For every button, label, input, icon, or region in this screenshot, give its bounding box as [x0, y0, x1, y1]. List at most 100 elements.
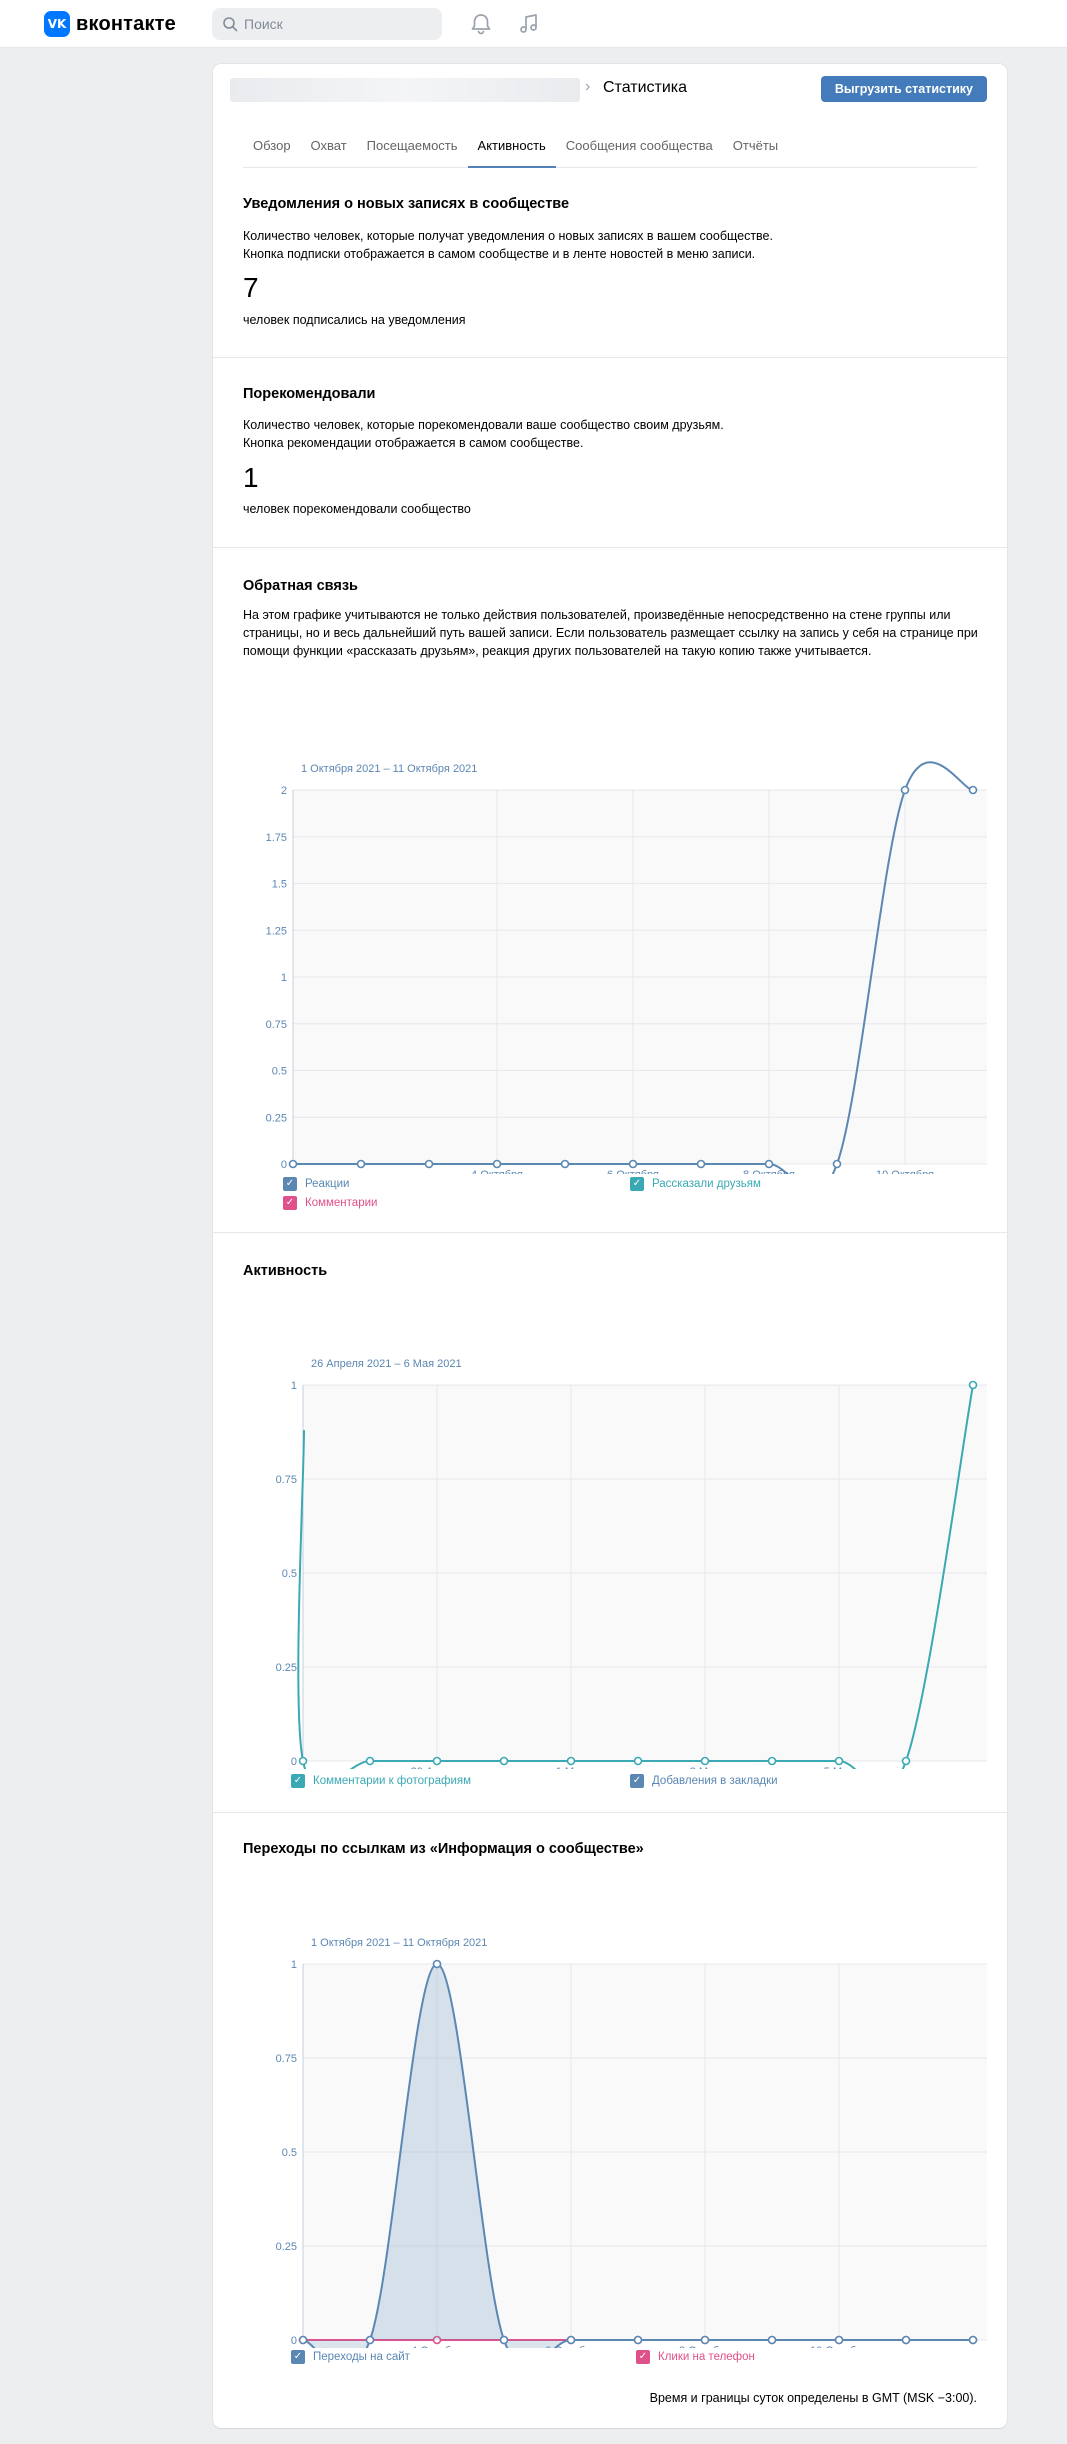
checkbox-checked-icon: ✓	[283, 1196, 297, 1210]
music-icon[interactable]	[516, 11, 542, 37]
activity-chart[interactable]: 26 Апреля 2021 – 6 Мая 2021 0 0.25 0.5 0.75 1…	[233, 1289, 988, 1829]
data-point	[499, 1756, 509, 1766]
legend-photo-comments[interactable]: ✓ Комментарии к фотографиям	[291, 1774, 471, 1788]
x-tick-label: 10 Октября	[876, 1169, 934, 1174]
data-point	[365, 2335, 375, 2345]
data-point	[968, 1380, 978, 1390]
feedback-title: Обратная связь	[243, 578, 358, 594]
divider	[213, 1232, 1007, 1233]
legend-reactions[interactable]: ✓ Реакции	[283, 1177, 349, 1191]
data-point	[834, 1756, 844, 1766]
data-point	[767, 1756, 777, 1766]
data-point	[298, 1756, 308, 1766]
bell-icon[interactable]	[468, 11, 494, 37]
divider	[213, 357, 1007, 358]
checkbox-checked-icon: ✓	[630, 1177, 644, 1191]
feedback-chart[interactable]: 1 Октября 2021 – 11 Октября 2021 0 0.25 0.5…	[233, 694, 988, 1234]
y-tick-label: 1	[281, 972, 287, 984]
tab-reach[interactable]: Охват	[310, 138, 347, 153]
recommended-title: Порекомендовали	[243, 386, 376, 402]
notifications-caption: человек подписались на уведомления	[243, 313, 466, 327]
y-tick-label: 0.25	[266, 1112, 287, 1124]
chevron-right-icon: ›	[585, 78, 591, 95]
tab-community-messages[interactable]: Сообщения сообщества	[565, 138, 713, 153]
tab-attendance[interactable]: Посещаемость	[366, 138, 458, 153]
data-point	[900, 785, 910, 795]
data-point	[700, 1756, 710, 1766]
checkbox-checked-icon: ✓	[291, 1774, 305, 1788]
divider	[213, 1812, 1007, 1813]
export-statistics-button[interactable]: Выгрузить статистику	[820, 76, 987, 102]
top-bar: VK вконтакте	[0, 0, 1067, 48]
legend-shared[interactable]: ✓ Рассказали друзьям	[630, 1177, 761, 1191]
notifications-title: Уведомления о новых записях в сообществе	[243, 196, 570, 212]
data-point	[298, 2335, 308, 2345]
y-tick-label: 1	[291, 1380, 297, 1392]
y-tick-label: 0	[291, 1756, 297, 1768]
x-tick-label: 3 Мая	[690, 1766, 721, 1769]
y-tick-label: 0.25	[276, 2241, 297, 2253]
notifications-desc-2: Кнопка подписки отображается в самом соо…	[243, 247, 756, 261]
search-icon	[223, 17, 238, 32]
x-tick-label: 1 Мая	[556, 1766, 587, 1769]
recommended-desc-1: Количество человек, которые порекомендов…	[243, 418, 724, 432]
chart-svg[interactable]: 1 Октября 2021 – 11 Октября 2021 0 0.25 0.5…	[233, 694, 988, 1225]
vk-logo[interactable]: VK вконтакте	[44, 11, 176, 37]
data-point	[566, 1756, 576, 1766]
data-point	[633, 1756, 643, 1766]
y-tick-label: 0	[291, 2335, 297, 2347]
links-title: Переходы по ссылкам из «Информация о соо…	[243, 1841, 644, 1857]
card-header: › Статистика Выгрузить статистику	[213, 64, 1007, 112]
data-point	[560, 1159, 570, 1169]
data-point	[628, 1159, 638, 1169]
y-tick-label: 0.25	[276, 1662, 297, 1674]
data-point	[764, 1159, 774, 1169]
community-name-redacted[interactable]	[230, 78, 580, 102]
data-point	[834, 2335, 844, 2345]
data-point	[432, 1959, 442, 1969]
legend-bookmarks[interactable]: ✓ Добавления в закладки	[630, 1774, 778, 1788]
data-point	[633, 2335, 643, 2345]
search-input[interactable]	[244, 16, 424, 32]
data-point	[365, 1756, 375, 1766]
tab-reports[interactable]: Отчёты	[732, 138, 779, 153]
y-tick-label: 1.5	[272, 879, 287, 891]
x-tick-label: 29 Апреля	[411, 1766, 464, 1769]
logo-text: вконтакте	[76, 12, 176, 35]
data-point	[700, 2335, 710, 2345]
notifications-desc-1: Количество человек, которые получат увед…	[243, 229, 773, 243]
x-tick-label: 4 Октября	[411, 2345, 463, 2348]
data-point	[432, 1756, 442, 1766]
checkbox-checked-icon: ✓	[283, 1177, 297, 1191]
feedback-desc: На этом графике учитываются не только де…	[243, 608, 978, 658]
legend-comments-label: Комментарии	[305, 1197, 378, 1209]
x-tick-label: 10 Октября	[810, 2345, 868, 2348]
data-point	[566, 2335, 576, 2345]
chart-svg[interactable]: 1 Октября 2021 – 11 Октября 2021 0 0.25 0.5…	[233, 1868, 988, 2401]
legend-phone-clicks-label: Клики на телефон	[658, 2351, 755, 2363]
legend-comments[interactable]: ✓ Комментарии	[283, 1196, 377, 1210]
data-point	[432, 2335, 442, 2345]
page-title: Статистика	[603, 79, 688, 96]
data-point	[767, 2335, 777, 2345]
search-box[interactable]	[212, 8, 442, 40]
data-point	[499, 2335, 509, 2345]
x-tick-label: 5 Мая	[824, 1766, 855, 1769]
recommended-caption: человек порекомендовали сообщество	[243, 502, 471, 516]
data-point	[901, 2335, 911, 2345]
recommended-count: 1	[243, 462, 259, 493]
data-point	[356, 1159, 366, 1169]
legend-site-clicks-label: Переходы на сайт	[313, 2351, 410, 2363]
tab-overview[interactable]: Обзор	[253, 138, 291, 153]
chart-date-range: 26 Апреля 2021 – 6 Мая 2021	[311, 1358, 462, 1370]
legend-phone-clicks[interactable]: ✓ Клики на телефон	[636, 2350, 755, 2364]
links-chart[interactable]: 1 Октября 2021 – 11 Октября 2021 0 0.25 0.5…	[233, 1868, 988, 2408]
data-point	[492, 1159, 502, 1169]
legend-site-clicks[interactable]: ✓ Переходы на сайт	[291, 2350, 410, 2364]
stats-tabs: Обзор Охват Посещаемость Активность Сооб…	[243, 126, 977, 168]
tab-activity[interactable]: Активность	[467, 126, 556, 168]
chart-svg[interactable]: 26 Апреля 2021 – 6 Мая 2021 0 0.25 0.5 0.75 1…	[233, 1289, 988, 1822]
legend-bookmarks-label: Добавления в закладки	[652, 1775, 778, 1787]
y-tick-label: 1.75	[266, 832, 287, 844]
data-point	[424, 1159, 434, 1169]
